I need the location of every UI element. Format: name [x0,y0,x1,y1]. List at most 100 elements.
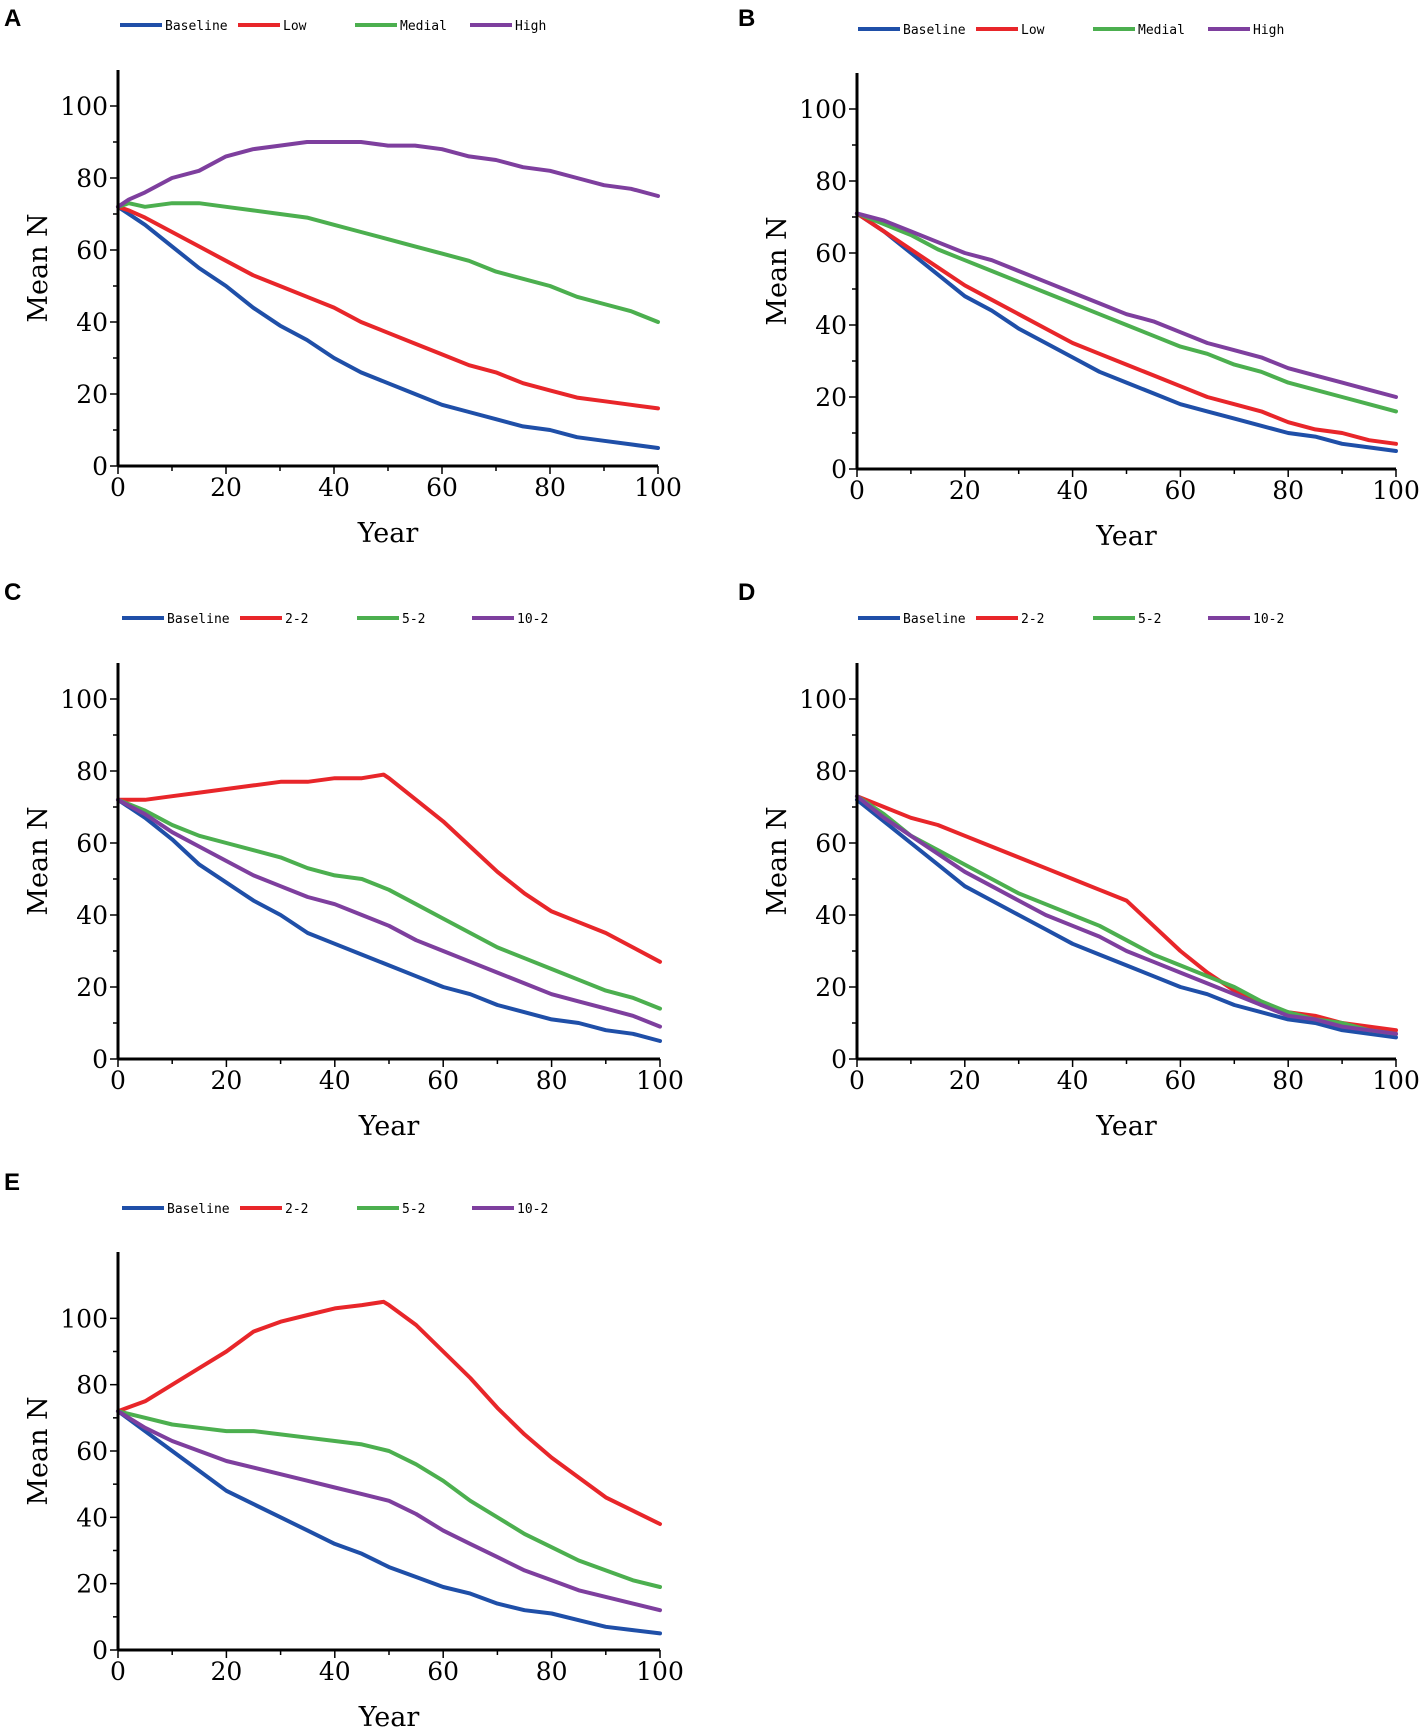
y-axis-title: Mean N [762,806,793,915]
y-tick-label: 20 [76,973,108,1002]
series-line-medial [116,201,660,324]
y-tick-label: 20 [76,1570,108,1599]
legend-entry: Baseline [903,612,966,627]
series-line-5-2 [116,1409,662,1589]
series-line-10-2 [116,1409,662,1613]
series-line-2-2 [116,772,662,964]
y-tick-label: 0 [831,455,847,484]
series-line-5-2 [116,797,662,1011]
panel-label: D [738,579,755,606]
series-line-baseline [116,204,660,450]
x-tick-label: 20 [210,1657,242,1686]
series-line-high [116,140,660,209]
legend-entry: Baseline [903,23,966,38]
series-line-10-2 [116,797,662,1029]
y-tick-label: 100 [60,92,108,121]
y-tick-label: 80 [76,757,108,786]
x-tick-label: 60 [427,1657,459,1686]
legend-entry: 5-2 [402,1202,425,1217]
x-tick-label: 100 [634,473,682,502]
legend-entry: 5-2 [1138,612,1161,627]
y-tick-label: 60 [76,829,108,858]
x-tick-label: 40 [318,473,350,502]
legend-entry: Baseline [165,19,228,34]
y-tick-label: 80 [76,1371,108,1400]
x-tick-label: 20 [210,473,242,502]
x-tick-label: 100 [636,1657,684,1686]
chart-panel-e: E Baseline 2-2 5-2 10-2 0 20 40 60 80 100 0 20 40 60 80… [4,1169,684,1733]
x-tick-label: 0 [849,476,865,505]
panel-label: A [4,5,21,32]
x-tick-label: 80 [1272,1066,1304,1095]
x-tick-label: 80 [534,473,566,502]
series-line-baseline [855,797,1398,1040]
x-tick-label: 80 [536,1066,568,1095]
y-tick-label: 60 [76,1437,108,1466]
x-axis-title: Year [358,1702,420,1733]
y-axis-title: Mean N [23,213,54,322]
x-tick-label: 100 [1372,1066,1420,1095]
legend-entry: Baseline [167,1202,230,1217]
x-axis-title: Year [1095,521,1157,552]
y-tick-label: 100 [799,685,847,714]
y-tick-label: 0 [831,1045,847,1074]
legend-entry: Medial [400,19,447,34]
y-tick-label: 20 [815,383,847,412]
y-tick-label: 100 [60,685,108,714]
y-tick-label: 0 [92,1045,108,1074]
x-tick-label: 20 [210,1066,242,1095]
x-tick-label: 40 [1057,1066,1089,1095]
x-tick-label: 40 [319,1657,351,1686]
panel-label: E [4,1169,20,1196]
y-tick-label: 100 [60,1304,108,1333]
series-line-medial [855,211,1398,414]
legend-entry: 10-2 [517,1202,548,1217]
panel-label: C [4,579,21,606]
x-tick-label: 60 [1164,476,1196,505]
legend-entry: 2-2 [285,1202,308,1217]
legend-entry: Low [1021,23,1045,38]
legend-entry: 2-2 [1021,612,1044,627]
series-line-5-2 [855,794,1398,1036]
y-axis-title: Mean N [23,1396,54,1505]
x-axis-title: Year [358,1111,420,1142]
x-tick-label: 80 [536,1657,568,1686]
y-axis-title: Mean N [23,806,54,915]
legend-entry: Baseline [167,612,230,627]
y-tick-label: 20 [815,973,847,1002]
x-tick-label: 0 [849,1066,865,1095]
legend-entry: 10-2 [1253,612,1284,627]
y-tick-label: 0 [92,452,108,481]
y-tick-label: 60 [815,829,847,858]
series-line-baseline [116,797,662,1043]
legend-entry: High [1253,23,1284,38]
series-line-2-2 [855,794,1398,1033]
x-tick-label: 60 [426,473,458,502]
chart-panel-d: D Baseline 2-2 5-2 10-2 0 20 40 60 80 100 0 20 40 60 80… [738,579,1420,1142]
series-line-baseline [116,1409,662,1636]
x-tick-label: 60 [1164,1066,1196,1095]
y-tick-label: 20 [76,380,108,409]
y-tick-label: 40 [76,1503,108,1532]
series-line-baseline [855,211,1398,453]
x-tick-label: 40 [319,1066,351,1095]
y-tick-label: 80 [815,167,847,196]
y-tick-label: 40 [76,901,108,930]
legend-entry: High [515,19,546,34]
legend-entry: 10-2 [517,612,548,627]
x-tick-label: 0 [110,473,126,502]
x-axis-title: Year [357,518,419,549]
legend-entry: 5-2 [402,612,425,627]
x-axis-title: Year [1095,1111,1157,1142]
legend-entry: Low [283,19,307,34]
chart-panel-c: C Baseline 2-2 5-2 10-2 0 20 40 60 80 100 0 20 40 60 80… [4,579,684,1142]
x-tick-label: 100 [636,1066,684,1095]
y-tick-label: 100 [799,95,847,124]
y-tick-label: 60 [76,236,108,265]
x-tick-label: 20 [949,476,981,505]
x-tick-label: 0 [110,1657,126,1686]
series-line-high [855,211,1398,399]
x-tick-label: 80 [1272,476,1304,505]
legend-entry: 2-2 [285,612,308,627]
x-tick-label: 40 [1057,476,1089,505]
